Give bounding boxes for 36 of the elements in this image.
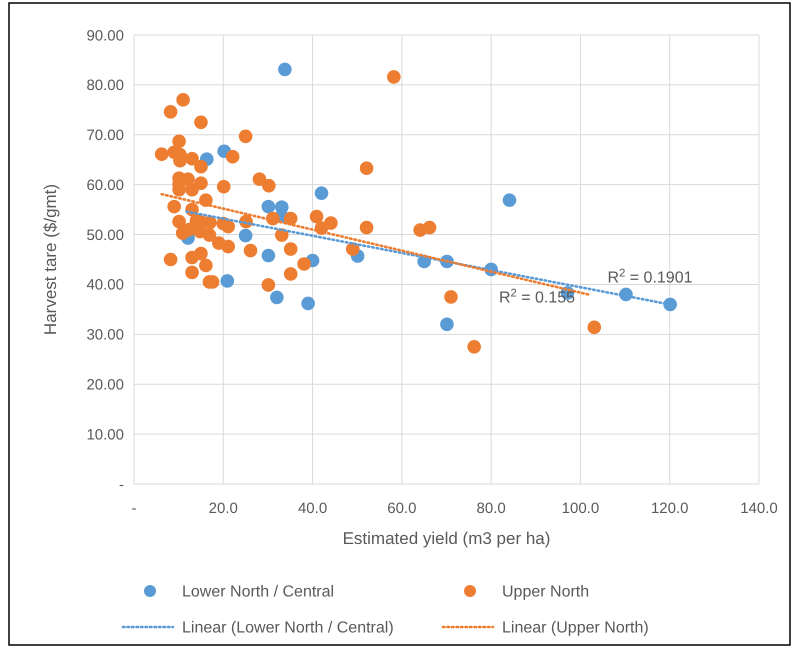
point: [262, 200, 276, 214]
x-tick-label: 60.0: [387, 500, 416, 517]
x-tick-label: 20.0: [208, 500, 238, 517]
y-tick-label: 10.00: [86, 426, 124, 444]
legend-label: Linear (Upper North): [502, 620, 649, 637]
x-tick-label: -: [132, 500, 136, 517]
annotation: R$^{2}$ = 0.1901: [608, 268, 693, 287]
point: [502, 193, 516, 207]
y-tick-label: 80.00: [86, 77, 124, 94]
y-tick-label: -: [119, 476, 124, 494]
x-tick-label: 100.0: [562, 500, 600, 517]
point: [278, 62, 292, 76]
point: [238, 228, 252, 242]
x-tick-label: 120.0: [650, 500, 688, 517]
point: [314, 186, 328, 200]
point: [270, 290, 284, 304]
y-tick-label: 60.00: [86, 176, 124, 194]
point: [262, 248, 276, 262]
x-axis-title: Estimated yield (m3 per ha): [342, 529, 550, 548]
legend-label: Upper North: [502, 584, 590, 601]
x-tick-label: 80.0: [476, 500, 506, 517]
annotation: R$^{2}$ = 0.155: [498, 288, 576, 307]
y-tick-label: 50.00: [86, 226, 124, 244]
y-tick-label: 90.00: [86, 27, 124, 44]
y-tick-label: 20.00: [86, 376, 124, 394]
legend-label: Linear (Lower North / Central): [182, 620, 394, 637]
point: [301, 296, 315, 310]
point: [220, 274, 234, 288]
y-tick-label: 40.00: [86, 276, 124, 294]
point: [440, 318, 454, 332]
x-tick-label: 140.0: [740, 500, 778, 517]
y-axis-title: Harvest tare ($/gmt): [41, 184, 60, 336]
x-tick-label: 40.0: [298, 500, 328, 517]
legend-label: Lower North / Central: [182, 584, 334, 601]
y-tick-label: 30.00: [86, 326, 124, 344]
y-tick-label: 70.00: [86, 127, 124, 144]
